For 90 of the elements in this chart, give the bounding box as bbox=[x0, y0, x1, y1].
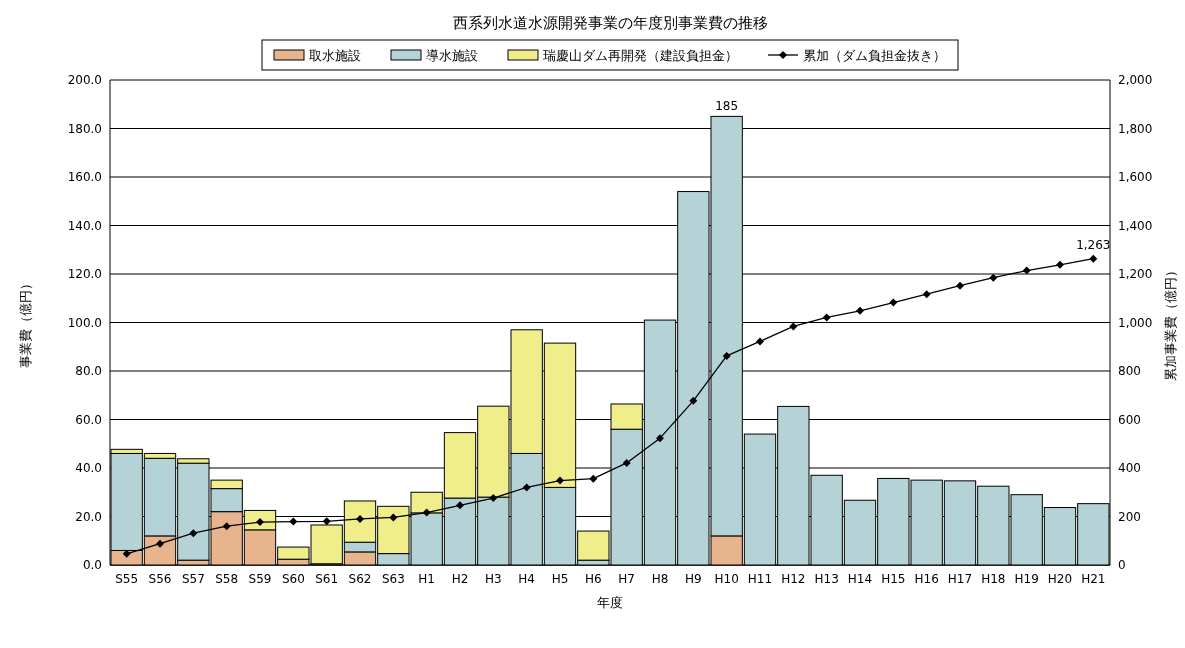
point bbox=[289, 517, 298, 526]
point bbox=[1022, 266, 1031, 275]
legend-label: 瑞慶山ダム再開発（建設負担金） bbox=[543, 48, 738, 63]
x-tick-label: H20 bbox=[1047, 572, 1073, 586]
point bbox=[322, 517, 331, 526]
x-tick-label: H12 bbox=[781, 572, 806, 586]
point bbox=[822, 313, 831, 322]
x-tick-label: S58 bbox=[215, 572, 239, 586]
chart-title: 西系列水道水源開発事業の年度別事業費の推移 bbox=[452, 14, 768, 32]
y-tick-label: 60.0 bbox=[75, 412, 102, 427]
x-tick-label: H1 bbox=[418, 572, 435, 586]
total-label: 185 bbox=[715, 99, 739, 114]
point bbox=[356, 514, 364, 523]
y-tick-label: 140.0 bbox=[67, 218, 102, 233]
x-tick-label: H4 bbox=[518, 572, 535, 586]
x-tick-label: S55 bbox=[115, 572, 139, 586]
x-tick-label: H21 bbox=[1081, 572, 1106, 586]
point bbox=[389, 513, 398, 522]
point bbox=[889, 298, 898, 307]
x-axis-title: 年度 bbox=[597, 595, 623, 610]
x-tick-label: H5 bbox=[551, 572, 569, 586]
x-tick-label: H7 bbox=[618, 572, 635, 586]
y2-tick-label: 0 bbox=[1118, 558, 1126, 572]
y2-tick-label: 800 bbox=[1118, 364, 1141, 378]
y-tick-label: 20.0 bbox=[75, 509, 102, 524]
point bbox=[522, 483, 531, 492]
point bbox=[222, 522, 231, 531]
y2-axis-title: 累加事業費（億円） bbox=[1163, 264, 1178, 381]
x-tick-label: H8 bbox=[651, 572, 669, 586]
x-tick-label: H2 bbox=[451, 572, 469, 586]
point bbox=[956, 281, 964, 290]
x-tick-label: H19 bbox=[1014, 572, 1039, 586]
point bbox=[756, 337, 764, 346]
x-tick-label: H9 bbox=[685, 572, 702, 586]
x-tick-label: H3 bbox=[485, 572, 502, 586]
y2-tick-label: 1,400 bbox=[1118, 218, 1153, 233]
point bbox=[922, 290, 931, 299]
y2-tick-label: 600 bbox=[1118, 412, 1141, 427]
point bbox=[722, 351, 731, 360]
legend-label: 取水施設 bbox=[309, 48, 361, 63]
x-tick-label: H15 bbox=[881, 572, 906, 586]
point bbox=[556, 476, 564, 485]
point bbox=[989, 273, 998, 282]
x-tick-label: H16 bbox=[914, 572, 939, 586]
x-tick-label: S60 bbox=[281, 572, 305, 586]
y-tick-label: 0.0 bbox=[82, 558, 102, 572]
x-tick-label: H18 bbox=[981, 572, 1006, 586]
y2-tick-label: 1,000 bbox=[1118, 315, 1153, 330]
x-tick-label: S56 bbox=[148, 572, 172, 586]
point bbox=[622, 458, 631, 467]
x-tick-label: S61 bbox=[315, 572, 339, 586]
x-tick-label: H14 bbox=[847, 572, 873, 586]
x-tick-label: H11 bbox=[747, 572, 773, 586]
point bbox=[656, 434, 664, 443]
point bbox=[422, 508, 431, 517]
legend-label: 累加（ダム負担金抜き） bbox=[803, 48, 946, 63]
x-tick-label: H17 bbox=[947, 572, 973, 586]
y2-tick-label: 400 bbox=[1118, 461, 1141, 475]
y-tick-label: 180.0 bbox=[67, 121, 102, 136]
legend-label: 導水施設 bbox=[426, 48, 478, 63]
point bbox=[156, 539, 164, 548]
point bbox=[689, 396, 698, 405]
y2-tick-label: 1,200 bbox=[1118, 267, 1153, 281]
y2-tick-label: 1,800 bbox=[1118, 121, 1153, 136]
point bbox=[489, 494, 498, 503]
x-tick-label: S63 bbox=[381, 572, 405, 586]
data-label: 1,263 bbox=[1076, 237, 1111, 252]
y-tick-label: 100.0 bbox=[67, 315, 102, 330]
x-tick-label: S57 bbox=[181, 572, 205, 586]
point bbox=[189, 529, 198, 538]
x-tick-label: H10 bbox=[714, 572, 739, 586]
x-tick-label: S62 bbox=[348, 572, 372, 586]
y-tick-label: 160.0 bbox=[67, 170, 102, 184]
y2-tick-label: 2,000 bbox=[1118, 73, 1153, 87]
point bbox=[1089, 254, 1098, 263]
x-tick-label: H6 bbox=[585, 572, 602, 586]
y-tick-label: 120.0 bbox=[67, 267, 102, 281]
y2-tick-label: 1,600 bbox=[1118, 170, 1153, 184]
y-axis-title: 事業費（億円） bbox=[18, 277, 33, 368]
point bbox=[1056, 260, 1064, 269]
point bbox=[789, 322, 798, 331]
y2-tick-label: 200 bbox=[1118, 509, 1141, 524]
y-tick-label: 200.0 bbox=[67, 73, 102, 87]
point bbox=[856, 306, 864, 315]
x-tick-label: H13 bbox=[814, 572, 839, 586]
y-tick-label: 80.0 bbox=[75, 364, 102, 378]
point bbox=[589, 474, 598, 483]
point bbox=[456, 501, 464, 510]
x-tick-label: S59 bbox=[248, 572, 272, 586]
y-tick-label: 40.0 bbox=[75, 461, 102, 475]
